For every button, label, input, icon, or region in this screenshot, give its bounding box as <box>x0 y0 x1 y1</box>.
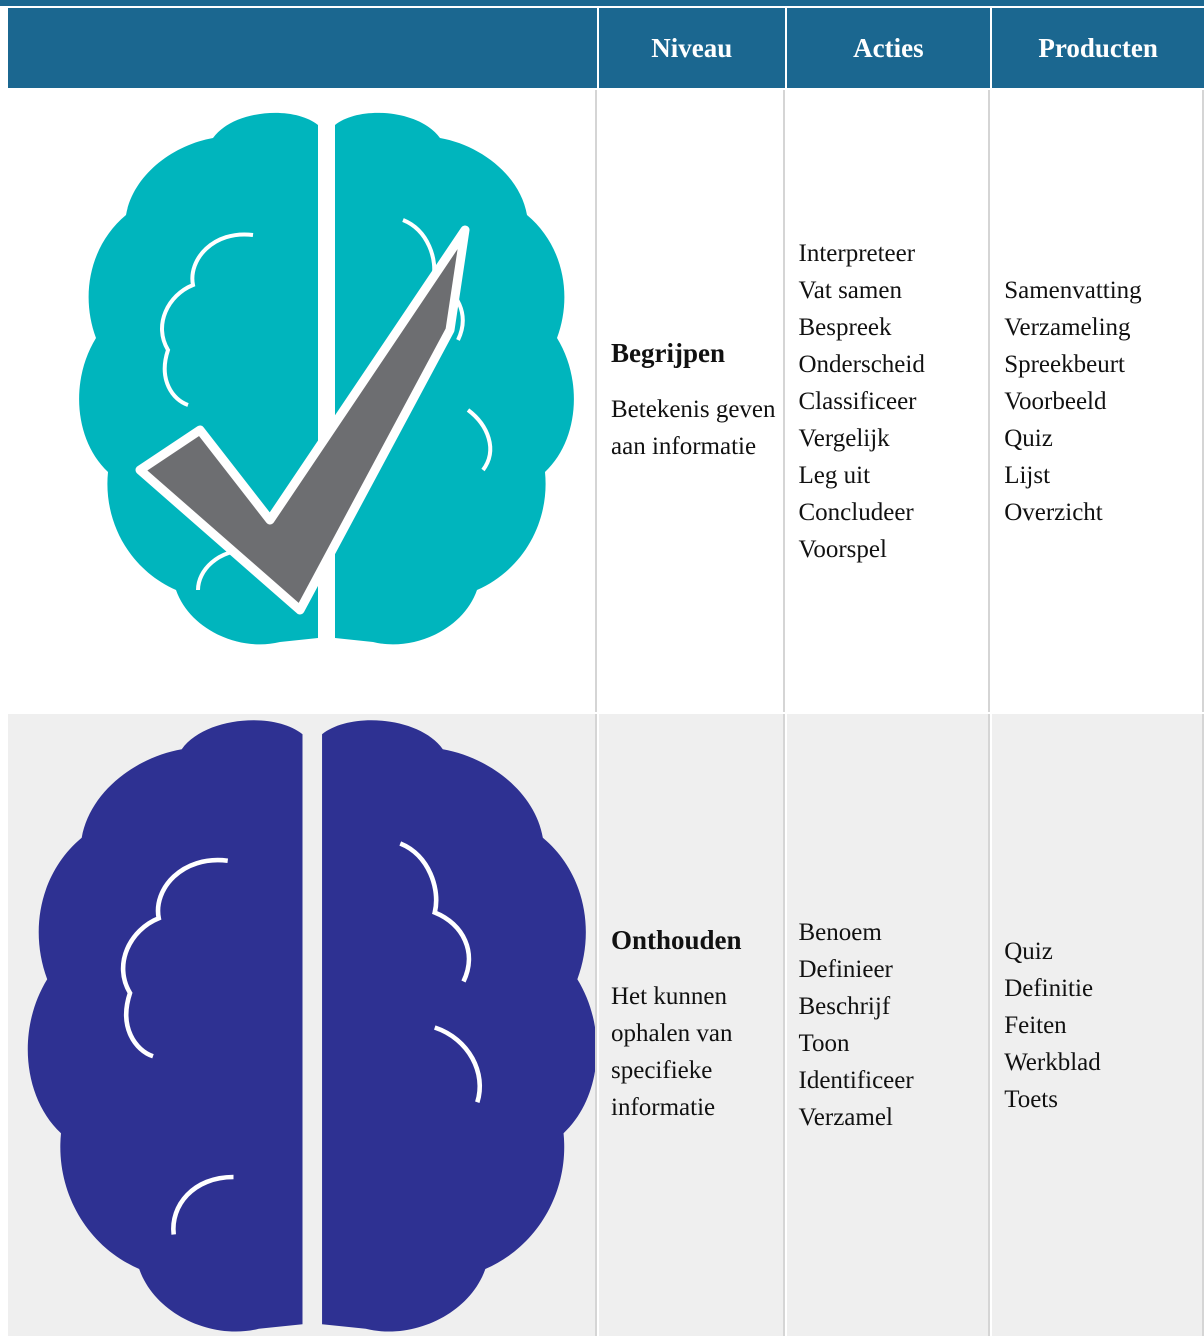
list-item: Verzameling <box>1004 313 1131 341</box>
bloom-table: Niveau Acties Producten Begrijpen Beteken… <box>6 6 1204 1338</box>
products-cell: Quiz Definitie Feiten Werkblad Toets <box>992 714 1204 1336</box>
list-item: Spreekbeurt <box>1004 350 1125 378</box>
list-item: Quiz <box>1004 424 1053 452</box>
list-item: Definitie <box>1004 974 1094 1002</box>
list-item: Definieer <box>798 956 893 983</box>
list-item: Toon <box>798 1030 850 1057</box>
list-item: Benoem <box>798 919 882 946</box>
list-item: Voorbeeld <box>1004 387 1107 415</box>
icon-cell <box>8 90 597 712</box>
item-list: Benoem Definieer Beschrijf Toon Identificeer… <box>787 914 989 1136</box>
list-item: Concludeer <box>798 498 914 526</box>
list-item: Quiz <box>1004 937 1053 965</box>
list-item: Vergelijk <box>798 424 890 452</box>
level-title: Begrijpen <box>611 337 725 368</box>
list-item: Voorspel <box>798 535 887 563</box>
header-cell: Acties <box>786 8 991 88</box>
header-cell: Producten <box>992 8 1204 88</box>
list-item: Overzicht <box>1004 498 1103 526</box>
brain-icon <box>27 720 595 1332</box>
item-list: Samenvatting Verzameling Spreekbeurt Voorbe… <box>992 272 1202 531</box>
actions-cell: Interpreteer Vat samen Bespreek Onderscheid… <box>786 90 991 712</box>
list-item: Interpreteer <box>798 239 916 267</box>
level-cell: Onthouden Het kunnen ophalen van specifie… <box>599 714 785 1336</box>
list-item: Toets <box>1004 1085 1058 1113</box>
header-row: Niveau Acties Producten <box>8 8 1204 88</box>
list-item: Identificeer <box>798 1067 914 1094</box>
list-item: Vat samen <box>798 276 902 304</box>
level-title: Onthouden <box>611 924 742 955</box>
list-item: Onderscheid <box>798 350 925 378</box>
actions-cell: Benoem Definieer Beschrijf Toon Identificeer… <box>786 714 991 1336</box>
item-list: Quiz Definitie Feiten Werkblad Toets <box>992 933 1202 1118</box>
products-cell: Samenvatting Verzameling Spreekbeurt Voorbe… <box>992 90 1204 712</box>
header-cell <box>8 8 597 88</box>
icon-cell <box>8 714 597 1336</box>
item-list: Interpreteer Vat samen Bespreek Onderscheid… <box>787 235 989 568</box>
list-item: Beschrijf <box>798 993 891 1020</box>
list-item: Samenvatting <box>1004 276 1142 304</box>
list-item: Verzamel <box>798 1104 893 1131</box>
list-item: Leg uit <box>798 461 871 489</box>
list-item: Lijst <box>1004 461 1051 489</box>
list-item: Feiten <box>1004 1011 1067 1039</box>
row: Onthouden Het kunnen ophalen van specifie… <box>8 714 1204 1336</box>
list-item: Bespreek <box>798 313 892 341</box>
row: Begrijpen Betekenis geven aan informatie … <box>8 90 1204 712</box>
level-description: Betekenis geven aan informatie <box>611 395 776 460</box>
top-bar <box>0 0 1204 6</box>
brain-check-icon <box>79 112 574 645</box>
list-item: Classificeer <box>798 387 917 415</box>
level-cell: Begrijpen Betekenis geven aan informatie <box>599 90 785 712</box>
list-item: Werkblad <box>1004 1048 1101 1076</box>
level-description: Het kunnen ophalen van specifieke inform… <box>611 982 733 1121</box>
header-cell: Niveau <box>599 8 785 88</box>
